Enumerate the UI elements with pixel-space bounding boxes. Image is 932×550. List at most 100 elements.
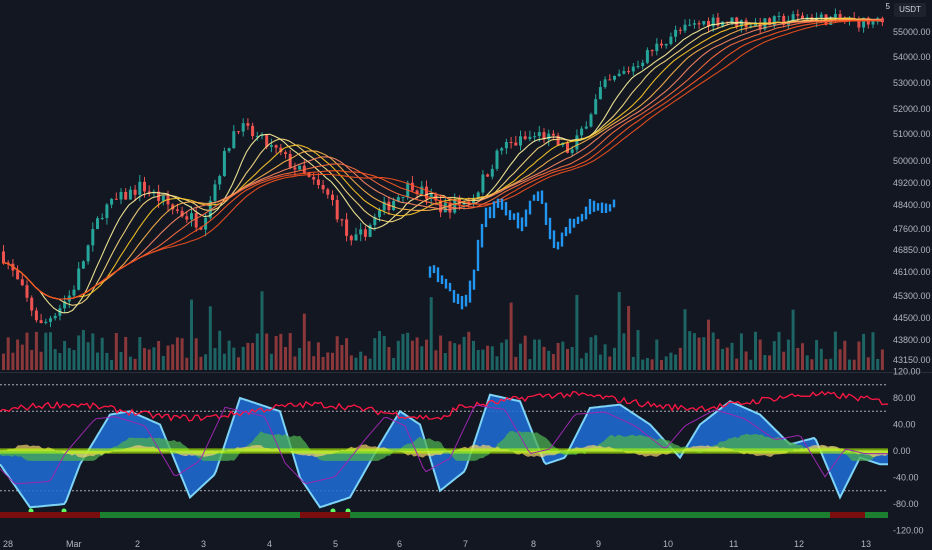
candle-body	[255, 135, 259, 137]
candle-body	[500, 148, 504, 151]
candle-body	[819, 14, 823, 18]
candle-body	[481, 174, 485, 193]
volume-bar	[758, 339, 762, 370]
volume-bar	[213, 348, 217, 370]
volume-bar	[547, 350, 551, 370]
volume-bar	[420, 346, 424, 370]
volume-bar	[589, 337, 593, 370]
candle-body	[251, 125, 255, 137]
candle-body	[533, 136, 537, 138]
candle-body	[16, 270, 20, 280]
candle-body	[537, 132, 541, 137]
volume-bar	[110, 359, 114, 370]
currency-badge[interactable]: USDT	[894, 3, 926, 17]
volume-bar	[871, 332, 875, 370]
volume-bar	[744, 351, 748, 370]
volume-bar	[584, 352, 588, 370]
candle-body	[862, 17, 866, 28]
candle-body	[49, 318, 52, 322]
time-tick-label: 7	[463, 539, 468, 549]
volume-bar	[284, 346, 287, 370]
volume-bar	[321, 356, 325, 370]
candle-body	[650, 50, 654, 52]
volume-bar	[801, 343, 804, 370]
volume-bar	[349, 355, 353, 370]
candle-body	[20, 279, 24, 286]
status-bar-segment	[300, 512, 350, 518]
candle-body	[401, 196, 405, 198]
volume-bar	[175, 337, 179, 370]
volume-bar	[185, 357, 189, 370]
candle-body	[110, 198, 114, 205]
volume-bar	[636, 330, 640, 370]
volume-bar	[777, 331, 781, 370]
candle-body	[6, 262, 10, 264]
volume-bar	[86, 342, 90, 370]
candle-body	[72, 289, 76, 296]
candle-body	[476, 192, 480, 199]
volume-bar	[100, 337, 104, 370]
candle-body	[608, 79, 612, 81]
candle-body	[166, 195, 170, 205]
status-bar-segment	[350, 512, 470, 518]
candle-body	[707, 20, 710, 27]
volume-bar	[387, 347, 391, 370]
candle-body	[495, 150, 499, 169]
price-tick-label: 52000.00	[893, 104, 931, 114]
volume-bar	[96, 352, 99, 370]
candle-body	[213, 184, 217, 201]
volume-bar	[39, 351, 43, 370]
volume-bar	[660, 359, 663, 370]
candle-body	[53, 315, 57, 319]
candle-body	[340, 219, 344, 221]
candle-body	[133, 189, 137, 195]
ribbon-line	[1, 17, 881, 306]
volume-bar	[655, 339, 659, 370]
candle-body	[782, 15, 786, 25]
candle-body	[636, 66, 640, 68]
candle-body	[354, 234, 358, 241]
ribbon-line	[1, 17, 881, 314]
volume-bar	[67, 348, 71, 370]
volume-bar	[368, 358, 372, 370]
ribbon-line	[1, 20, 881, 300]
volume-bar	[575, 295, 579, 370]
volume-bar	[138, 337, 142, 370]
candle-body	[429, 194, 433, 199]
candle-body	[232, 131, 236, 149]
panel-separator	[0, 372, 932, 373]
volume-bar	[298, 348, 302, 370]
volume-bar	[34, 331, 38, 370]
volume-bar	[819, 348, 823, 370]
price-tick-label: 48400.00	[893, 200, 931, 210]
candle-body	[77, 268, 81, 290]
volume-bar	[378, 331, 381, 370]
candle-body	[396, 197, 400, 201]
candle-body	[208, 200, 212, 218]
volume-bar	[269, 353, 273, 370]
volume-bar	[429, 297, 433, 370]
candle-body	[692, 23, 696, 25]
volume-bar	[645, 357, 649, 370]
candle-body	[504, 142, 508, 149]
volume-bar	[20, 344, 24, 370]
volume-bar	[664, 356, 668, 370]
candle-body	[2, 251, 5, 263]
volume-bar	[617, 292, 621, 370]
volume-bar	[523, 335, 527, 370]
osc-tick-label: 0.00	[893, 446, 911, 456]
osc-tick-label: 80.00	[893, 393, 916, 403]
volume-bar	[302, 313, 306, 370]
osc-tick-label: -80.00	[893, 499, 919, 509]
time-tick-label: 28	[3, 539, 13, 549]
candle-body	[566, 142, 569, 153]
candle-body	[772, 16, 776, 26]
candle-body	[739, 20, 743, 27]
price-tick-label: 46850.00	[893, 245, 931, 255]
volume-bar	[772, 341, 776, 370]
candle-body	[387, 201, 391, 211]
price-tick-label: 45300.00	[893, 291, 931, 301]
volume-bar	[613, 347, 616, 370]
candle-body	[363, 229, 367, 237]
